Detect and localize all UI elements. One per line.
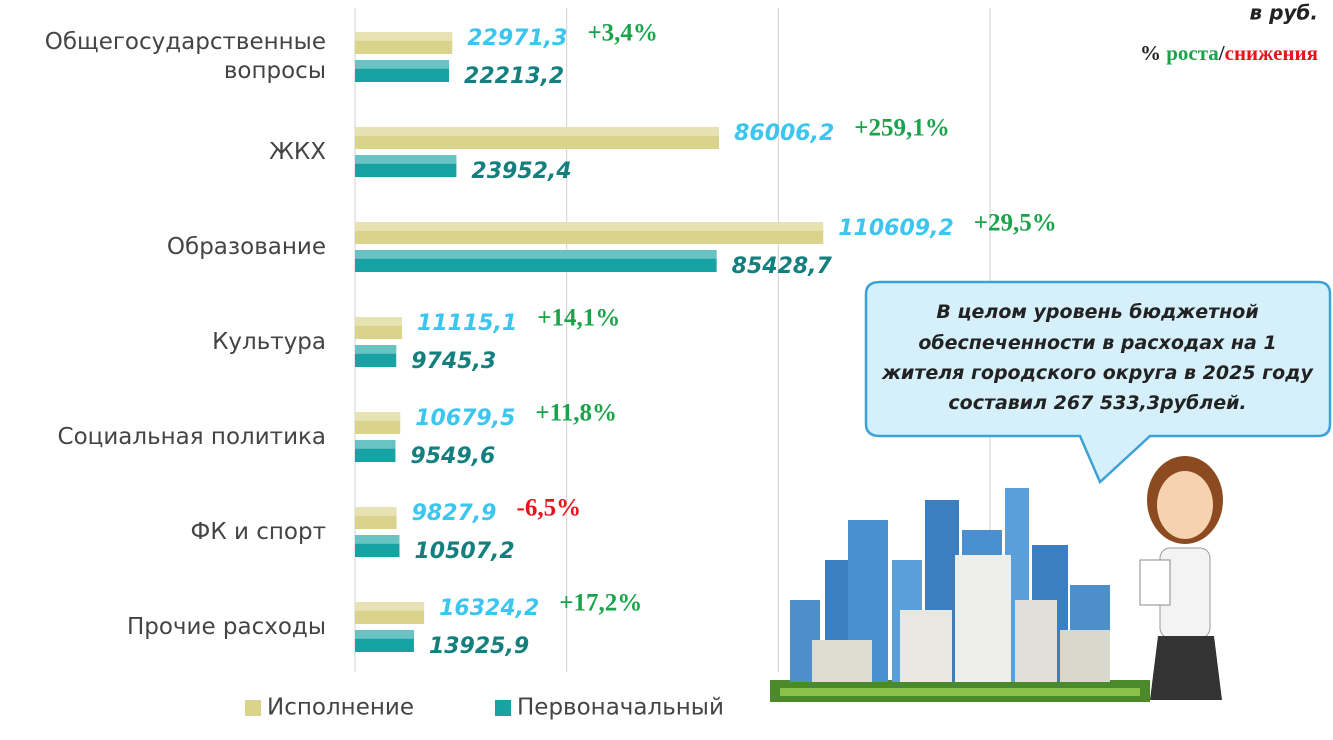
growth-label: -6,5%	[517, 495, 582, 522]
bar-highlight	[355, 32, 453, 41]
chart-title: в руб.	[1249, 1, 1318, 25]
value-label: 85428,7	[732, 254, 833, 279]
value-label: 10507,2	[414, 539, 514, 564]
city-illustration	[770, 488, 1150, 702]
value-label: 16324,2	[439, 596, 539, 621]
bar-highlight	[355, 440, 396, 449]
value-label: 9549,6	[410, 444, 495, 469]
value-label: 11115,1	[417, 311, 517, 336]
bar-highlight	[355, 317, 403, 326]
category-label: Общегосударственные вопросы	[44, 29, 326, 84]
bar	[355, 32, 453, 54]
bar-highlight	[355, 60, 450, 69]
bar	[355, 535, 400, 557]
bar-highlight	[355, 155, 457, 164]
legend-swatch	[245, 700, 261, 716]
bar-highlight	[355, 630, 414, 639]
bar	[355, 412, 401, 434]
legend-note: % роста/снижения	[1140, 41, 1318, 65]
value-label: 9745,3	[411, 349, 496, 374]
bar-highlight	[355, 535, 400, 544]
bar	[355, 250, 717, 272]
value-label: 110609,2	[838, 216, 954, 241]
value-label: 10679,5	[415, 406, 515, 431]
bar	[355, 440, 396, 462]
category-label: Социальная политика	[57, 423, 326, 450]
note-decline: снижения	[1225, 41, 1318, 65]
category-label: Культура	[212, 328, 326, 355]
bar	[355, 345, 397, 367]
bar	[355, 317, 403, 339]
bar-highlight	[355, 507, 397, 516]
legend-label: Первоначальный	[517, 695, 724, 721]
growth-label: +259,1%	[854, 115, 950, 142]
bar-highlight	[355, 127, 720, 136]
speech-bubble	[864, 280, 1332, 485]
value-label: 23952,4	[471, 159, 571, 184]
value-label: 13925,9	[429, 634, 529, 659]
figure-illustration	[1139, 456, 1223, 700]
legend-label: Исполнение	[267, 695, 414, 721]
note-growth: роста	[1166, 41, 1219, 65]
bar	[355, 155, 457, 177]
bar	[355, 630, 414, 652]
growth-label: +29,5%	[974, 210, 1057, 237]
category-label: Образование	[166, 233, 326, 260]
growth-label: +3,4%	[587, 20, 658, 47]
bar	[355, 602, 425, 624]
category-label: Прочие расходы	[126, 613, 326, 640]
bar	[355, 60, 450, 82]
note-separator: /	[1218, 41, 1226, 65]
bar-highlight	[355, 222, 824, 231]
bar	[355, 222, 824, 244]
value-label: 22213,2	[464, 64, 564, 89]
bar	[355, 507, 397, 529]
note-prefix: %	[1140, 41, 1161, 65]
bar-highlight	[355, 412, 401, 421]
growth-label: +11,8%	[535, 400, 617, 427]
growth-label: +14,1%	[537, 305, 620, 332]
value-label: 22971,3	[467, 26, 567, 51]
value-label: 9827,9	[412, 501, 497, 526]
value-label: 86006,2	[734, 121, 834, 146]
growth-label: +17,2%	[559, 590, 642, 617]
bar	[355, 127, 720, 149]
bar-highlight	[355, 345, 397, 354]
bar-highlight	[355, 602, 425, 611]
callout-text: В целом уровень бюджетной обеспеченности…	[882, 301, 1313, 415]
bar-highlight	[355, 250, 717, 259]
category-label: ФК и спорт	[190, 518, 326, 545]
category-label: ЖКХ	[269, 138, 326, 165]
legend-swatch	[495, 700, 511, 716]
